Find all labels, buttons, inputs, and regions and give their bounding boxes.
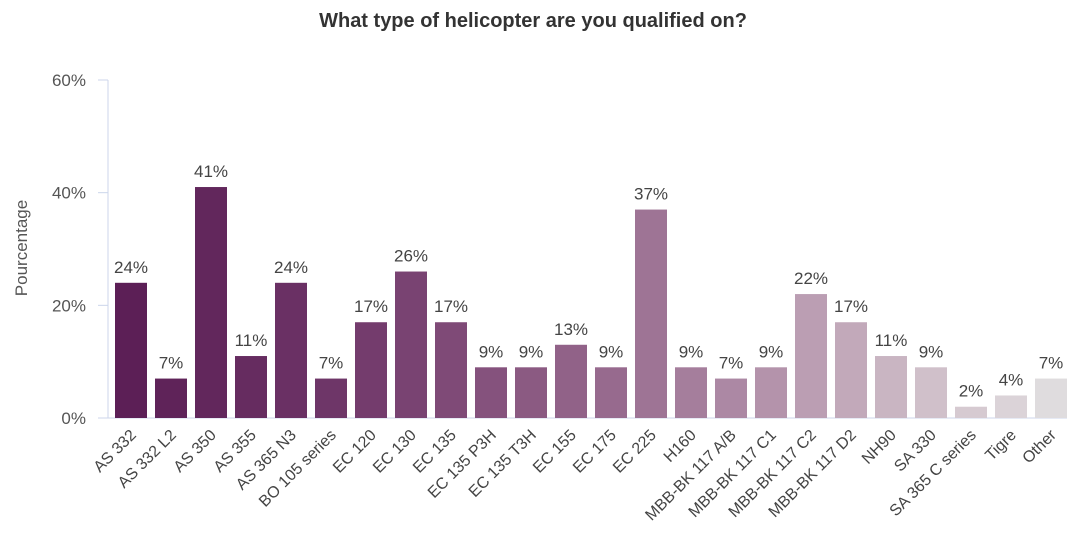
bar[interactable] — [195, 187, 227, 418]
y-axis: 0% 20% 40% 60% — [52, 71, 1067, 428]
data-label: 9% — [479, 342, 504, 361]
bar[interactable] — [515, 367, 547, 418]
y-axis-label: Pourcentage — [12, 200, 31, 296]
chart-title: What type of helicopter are you qualifie… — [319, 10, 747, 32]
bar[interactable] — [275, 282, 307, 418]
bar[interactable] — [995, 395, 1027, 418]
x-tick-label: Tigre — [982, 427, 1019, 464]
data-label: 7% — [1039, 354, 1064, 373]
bar[interactable] — [675, 367, 707, 418]
bar[interactable] — [595, 367, 627, 418]
data-label: 24% — [114, 258, 148, 277]
data-label: 9% — [519, 342, 544, 361]
data-label: 13% — [554, 320, 588, 339]
bar[interactable] — [875, 356, 907, 418]
bar[interactable] — [355, 322, 387, 418]
x-tick-label: EC 130 — [370, 427, 420, 477]
data-label: 11% — [235, 331, 268, 350]
bar[interactable] — [755, 367, 787, 418]
data-label: 22% — [794, 269, 828, 288]
bar[interactable] — [235, 356, 267, 418]
data-label: 26% — [394, 247, 428, 266]
bar[interactable] — [1035, 378, 1067, 418]
data-label: 17% — [434, 297, 468, 316]
bar[interactable] — [795, 294, 827, 418]
bar[interactable] — [835, 322, 867, 418]
data-label: 7% — [719, 354, 744, 373]
x-tick-label: EC 155 — [530, 427, 580, 477]
bar[interactable] — [475, 367, 507, 418]
data-label: 7% — [159, 354, 184, 373]
bar[interactable] — [635, 209, 667, 418]
y-tick-label: 0% — [61, 409, 86, 428]
bar[interactable] — [155, 378, 187, 418]
value-labels: 24% 7% 41% 11% 24% 7% 17% 26% 17% 9% 9% 13% 9% 37% 9% 7… — [114, 162, 1063, 401]
y-tick-label: 40% — [52, 184, 86, 203]
data-label: 17% — [354, 297, 388, 316]
data-label: 4% — [999, 370, 1024, 389]
data-label: 37% — [634, 185, 668, 204]
data-label: 24% — [274, 258, 308, 277]
data-label: 9% — [599, 342, 624, 361]
data-label: 17% — [834, 297, 868, 316]
y-tick-label: 60% — [52, 71, 86, 90]
bar[interactable] — [915, 367, 947, 418]
data-label: 9% — [759, 342, 784, 361]
data-label: 9% — [919, 342, 944, 361]
x-tick-label: Other — [1020, 426, 1061, 467]
data-label: 2% — [959, 382, 984, 401]
x-tick-label: EC 225 — [610, 427, 660, 477]
data-label: 9% — [679, 342, 704, 361]
bar[interactable] — [555, 344, 587, 418]
x-tick-label: AS 350 — [171, 427, 220, 476]
bar[interactable] — [955, 406, 987, 418]
bar[interactable] — [115, 282, 147, 418]
data-label: 11% — [875, 331, 908, 350]
bar[interactable] — [315, 378, 347, 418]
bars — [115, 187, 1067, 418]
data-label: 7% — [319, 354, 344, 373]
data-label: 41% — [194, 162, 228, 181]
bar[interactable] — [435, 322, 467, 418]
bar[interactable] — [395, 271, 427, 418]
x-tick-label: EC 120 — [330, 427, 380, 477]
bar[interactable] — [715, 378, 747, 418]
y-tick-label: 20% — [52, 296, 86, 315]
x-tick-label: EC 175 — [570, 427, 620, 477]
